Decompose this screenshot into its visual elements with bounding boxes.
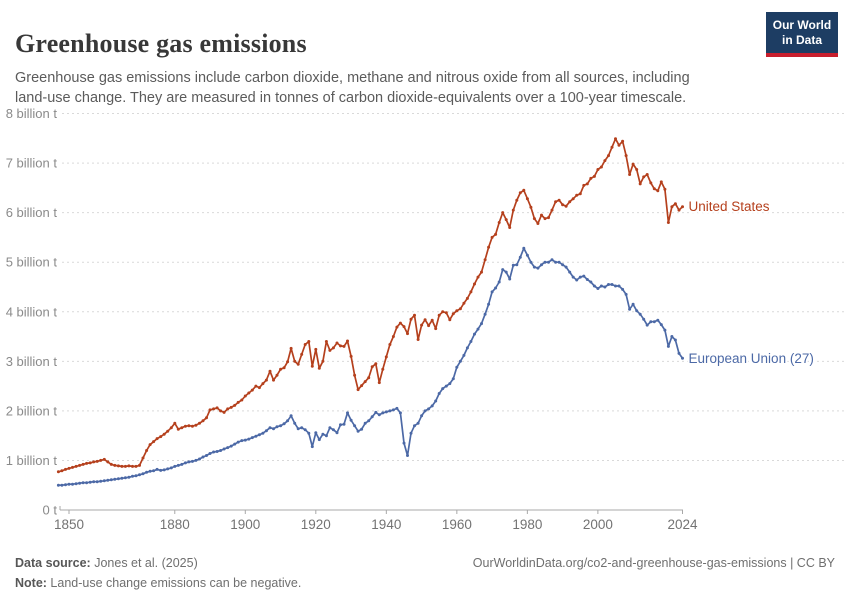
chart-note: Note: Land-use change emissions can be n… [15, 576, 301, 590]
note-label: Note: [15, 576, 47, 590]
svg-text:1900: 1900 [230, 517, 260, 532]
united-states-label: United States [689, 199, 770, 214]
page-title: Greenhouse gas emissions [15, 29, 307, 59]
owid-logo[interactable]: Our World in Data [766, 12, 838, 57]
svg-text:7 billion t: 7 billion t [6, 156, 58, 171]
data-source-label: Data source: [15, 556, 91, 570]
svg-text:4 billion t: 4 billion t [6, 304, 58, 319]
svg-text:1 billion t: 1 billion t [6, 453, 58, 468]
svg-text:0 t: 0 t [43, 503, 58, 518]
gridlines [62, 113, 845, 461]
svg-text:2024: 2024 [667, 517, 698, 532]
owid-logo-line2: in Data [781, 33, 822, 47]
svg-text:8 billion t: 8 billion t [6, 106, 58, 121]
svg-text:6 billion t: 6 billion t [6, 205, 58, 220]
svg-text:1960: 1960 [442, 517, 472, 532]
svg-text:5 billion t: 5 billion t [6, 255, 58, 270]
x-axis: 1850 1880 1900 1920 1940 1960 1980 2000 2024 [54, 506, 698, 532]
svg-text:1980: 1980 [512, 517, 542, 532]
svg-text:1880: 1880 [160, 517, 190, 532]
data-source: Data source: Jones et al. (2025) [15, 556, 198, 570]
note-value: Land-use change emissions can be negativ… [46, 576, 302, 590]
united-states-series[interactable]: United States [56, 137, 772, 474]
svg-text:1850: 1850 [54, 517, 84, 532]
canonical-url-link[interactable]: OurWorldinData.org/co2-and-greenhouse-ga… [472, 556, 835, 570]
svg-text:2000: 2000 [583, 517, 613, 532]
european-union-27--label: European Union (27) [689, 351, 814, 366]
owid-logo-line1: Our World [772, 18, 832, 32]
european-union-27--series[interactable]: European Union (27) [56, 246, 816, 487]
y-axis-labels: 0 t 1 billion t 2 billion t 3 billion t 4 bi… [6, 106, 58, 518]
chart-subtitle: Greenhouse gas emissions include carbon … [15, 69, 690, 107]
svg-text:3 billion t: 3 billion t [6, 354, 58, 369]
svg-text:1920: 1920 [301, 517, 331, 532]
svg-text:2 billion t: 2 billion t [6, 403, 58, 418]
data-source-value: Jones et al. (2025) [90, 556, 198, 570]
chart-footer: Data source: Jones et al. (2025) OurWorl… [15, 556, 835, 590]
svg-text:1940: 1940 [371, 517, 401, 532]
